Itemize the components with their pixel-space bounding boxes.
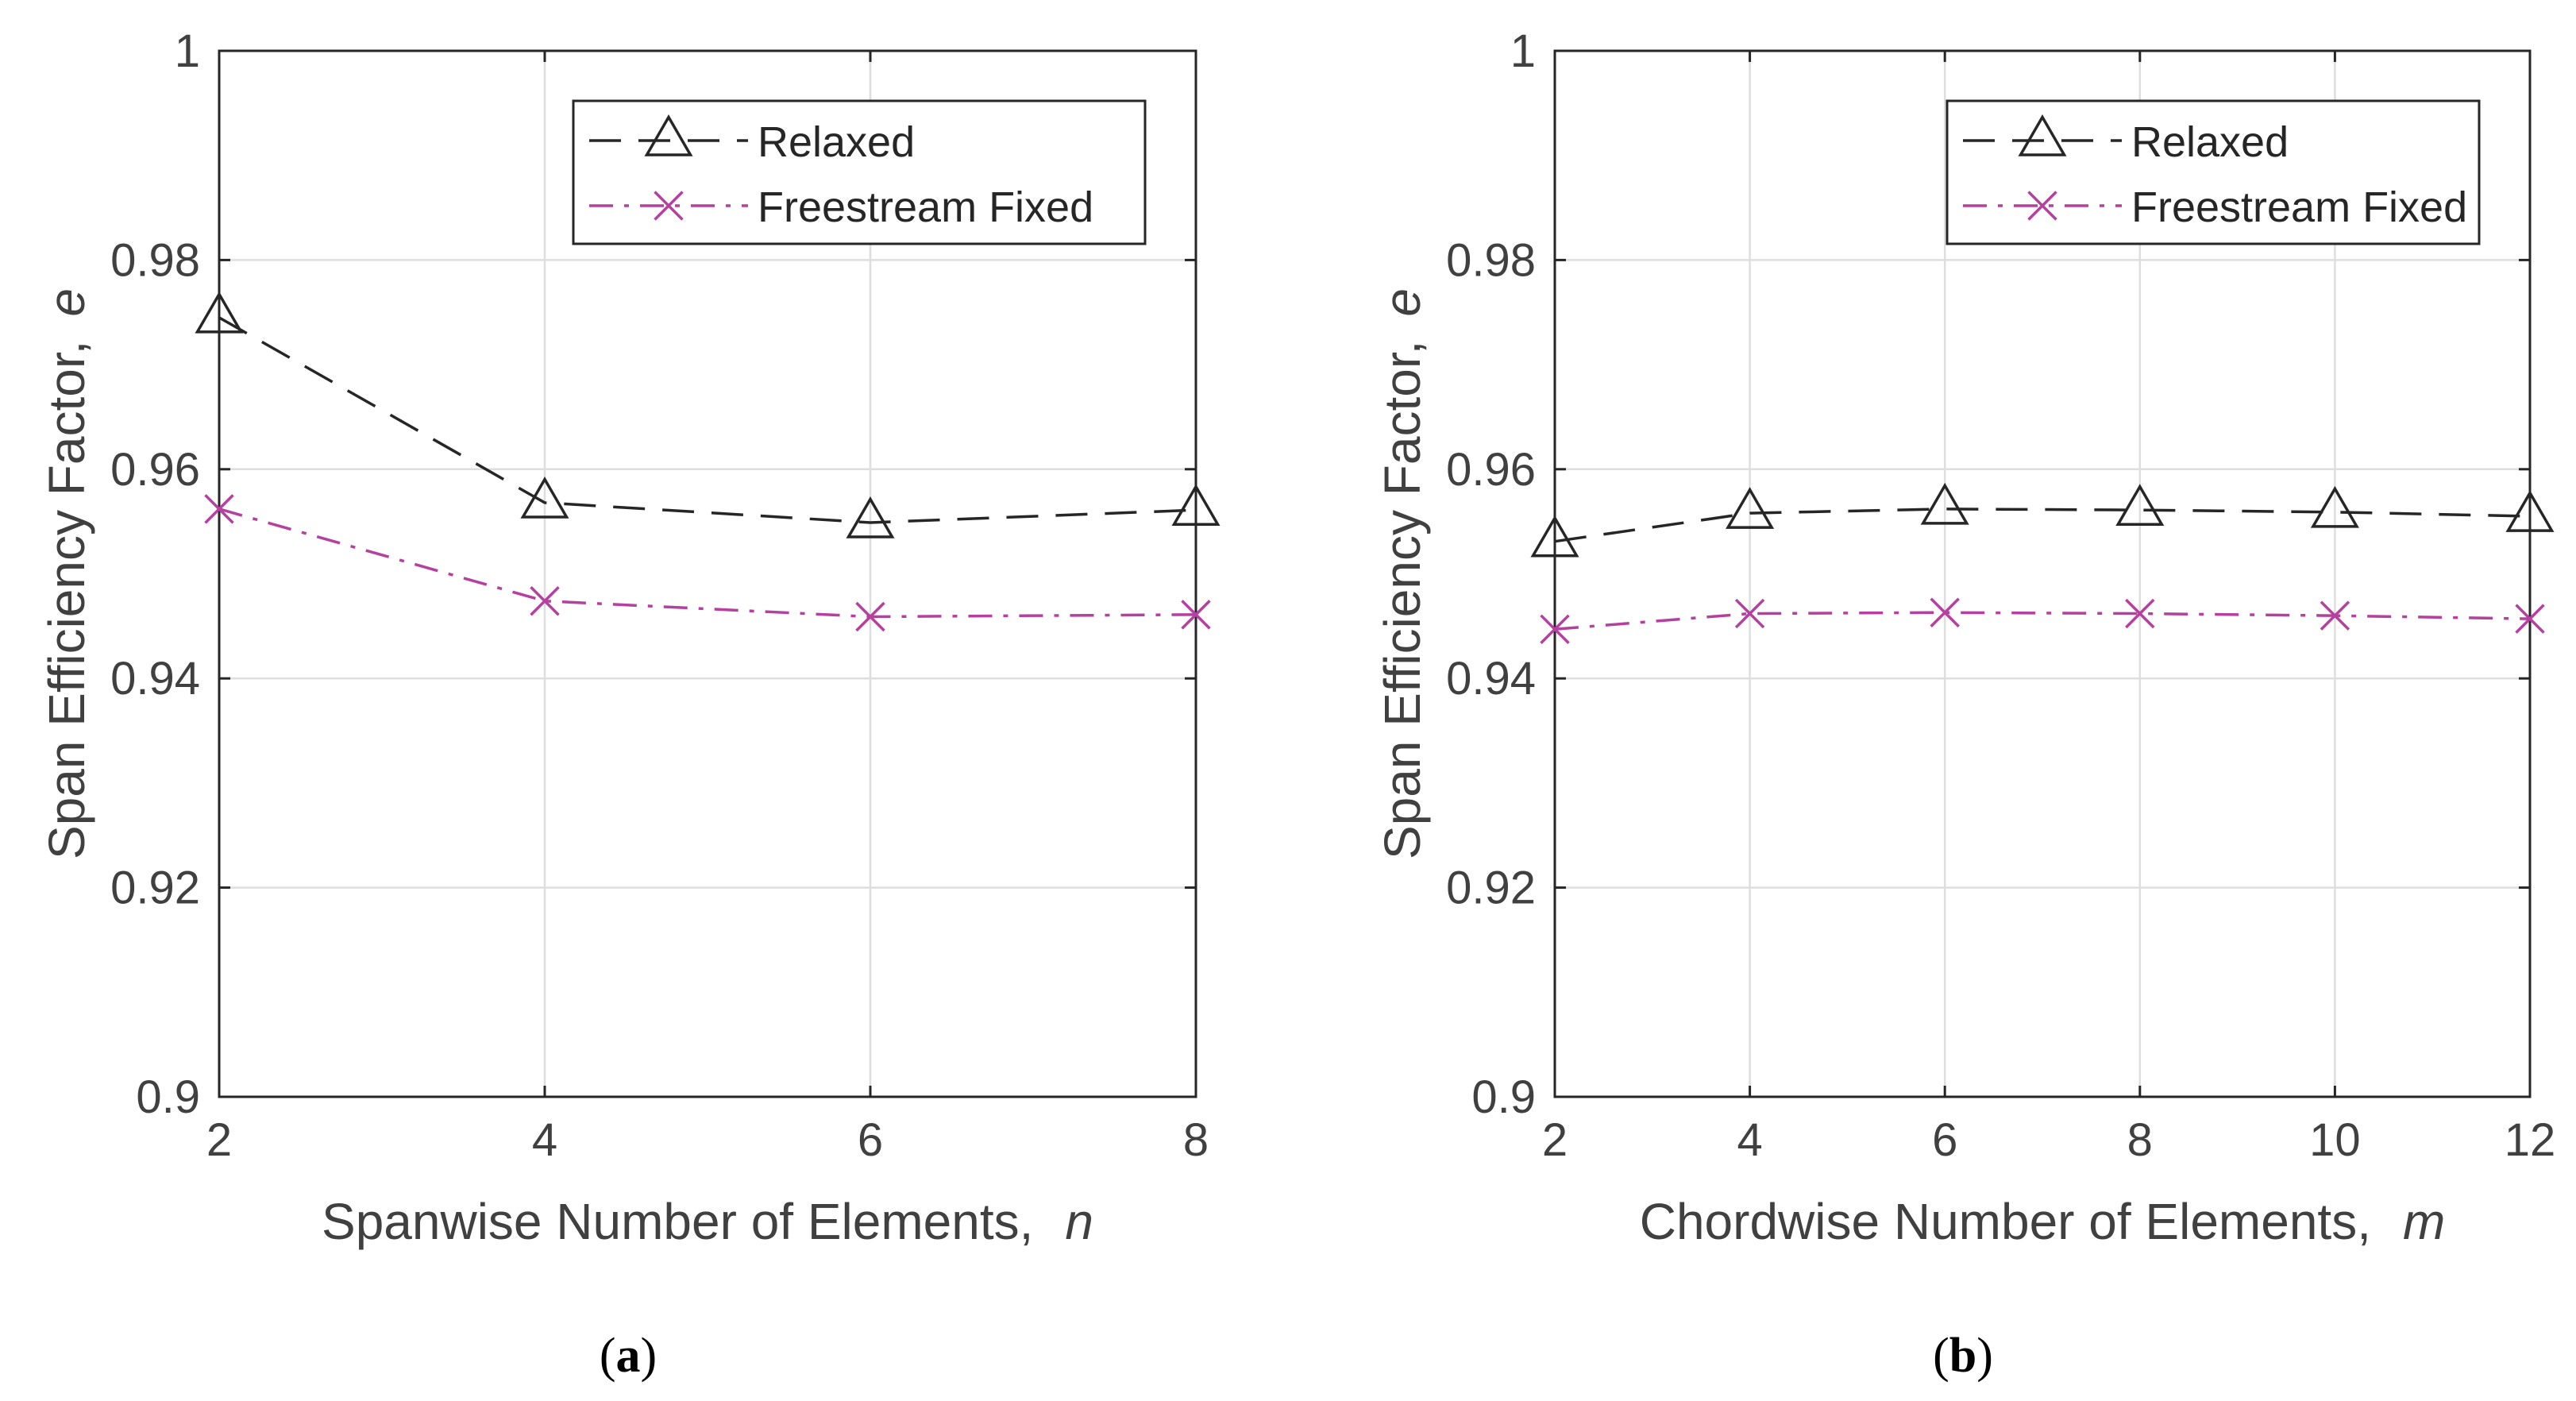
- panel-a-xtick-label-0: 2: [206, 1114, 232, 1166]
- panel-a-xtick-label-2: 6: [858, 1114, 883, 1166]
- panel-a-ytick-label-0: 0.9: [136, 1071, 200, 1123]
- chart-panel-b: 2 4 6 8 10 12 0.9 0.92 0.94 0.96 0.98 1 Chordwise Nu…: [1374, 25, 2555, 1383]
- panel-a-series-freestream-fixed-point-1: [530, 586, 560, 616]
- panel-a-series-freestream-fixed-line: [218, 508, 1197, 619]
- panel-b-xtick-label-1: 4: [1737, 1114, 1762, 1166]
- panel-b-series-freestream-fixed: [1540, 597, 2545, 645]
- panel-a-caption: (a): [600, 1329, 657, 1383]
- panel-b-series-freestream-fixed-point-4: [2320, 600, 2350, 631]
- panel-b-series-freestream-fixed-point-5-stroke-2: [2515, 604, 2545, 634]
- panel-a-ytick-label-1: 0.92: [110, 863, 200, 914]
- panel-a-series-freestream-fixed-point-2-stroke-2: [855, 601, 885, 632]
- panel-b-xtick-label-3: 8: [2127, 1114, 2153, 1166]
- panel-a-series-freestream-fixed-point-0: [204, 494, 234, 524]
- panel-a-series-relaxed-point-1: [520, 477, 569, 519]
- panel-b-series-relaxed-point-5: [2505, 490, 2555, 532]
- panel-b-series-relaxed-line: [1554, 508, 2531, 543]
- panel-b-legend-entry-relaxed-label: Relaxed: [2131, 118, 2289, 166]
- panel-b-series-freestream-fixed-point-0: [1540, 614, 1570, 645]
- panel-b-series-freestream-fixed-point-0-stroke-2: [1540, 614, 1570, 645]
- panel-a-ytick-label-4: 0.98: [110, 234, 200, 286]
- panel-b-ytick-label-1: 0.92: [1446, 863, 1536, 914]
- panel-b-ytick-label-3: 0.96: [1446, 444, 1536, 496]
- panel-b-legend-entry-relaxed-marker: [2018, 114, 2067, 156]
- panel-a-legend-entry-freestream-fixed-marker-stroke-2: [654, 191, 684, 221]
- panel-b-series-relaxed: [1530, 482, 2555, 558]
- panel-a-x-axis-variable: n: [1065, 1193, 1093, 1250]
- panel-a-legend: Relaxed Freestream Fixed: [572, 99, 1147, 245]
- panel-b-legend-entry-freestream-fixed-marker-stroke-2: [2027, 191, 2057, 221]
- panel-b-series-freestream-fixed-point-4-stroke-2: [2320, 600, 2350, 631]
- panel-b-y-axis-label: Span Efficiency Factor, e: [1374, 288, 1431, 859]
- panel-b-ytick-label-0: 0.9: [1471, 1071, 1536, 1123]
- panel-a-xtick-label-3: 8: [1183, 1114, 1209, 1166]
- panel-a-x-axis-label-text: Spanwise Number of Elements,: [322, 1193, 1033, 1250]
- panel-a-series-freestream-fixed-point-2: [855, 601, 885, 632]
- panel-b-ytick-label-2: 0.94: [1446, 653, 1536, 704]
- panel-a-series-relaxed-line: [218, 316, 1197, 524]
- panel-b-series-freestream-fixed-line: [1554, 611, 2531, 631]
- panel-b-legend-entry-freestream-fixed-label: Freestream Fixed: [2131, 183, 2467, 231]
- panel-b-caption: (b): [1933, 1329, 1993, 1383]
- panel-a-series-freestream-fixed: [204, 494, 1211, 632]
- panel-b-caption-letter: b: [1949, 1329, 1976, 1383]
- panel-a-series-freestream-fixed-point-3: [1181, 600, 1211, 630]
- panel-b-xtick-label-4: 10: [2309, 1114, 2361, 1166]
- panel-b-caption-open: (: [1933, 1329, 1949, 1383]
- panel-a-xtick-label-1: 4: [532, 1114, 557, 1166]
- panel-a-series-freestream-fixed-point-0-stroke-2: [204, 494, 234, 524]
- panel-a-legend-entry-relaxed-label: Relaxed: [758, 118, 915, 166]
- chart-panel-a: 2 4 6 8 0.9 0.92 0.94 0.96 0.98 1 Spanwise Number …: [38, 25, 1221, 1383]
- panel-a-y-axis-variable: e: [38, 288, 95, 317]
- panel-a-series-relaxed-point-0: [195, 291, 244, 334]
- panel-b-series-relaxed-point-3: [2115, 484, 2165, 526]
- panel-b-y-axis-variable: e: [1374, 288, 1431, 317]
- panel-b-xtick-label-0: 2: [1542, 1114, 1568, 1166]
- panel-b-series-relaxed-point-2: [1920, 482, 1969, 525]
- panel-b-series-relaxed-point-1: [1726, 487, 1775, 529]
- panel-b-series-freestream-fixed-point-3-stroke-2: [2125, 598, 2155, 629]
- panel-a-y-axis-label: Span Efficiency Factor, e: [38, 288, 95, 859]
- panel-a-ytick-label-3: 0.96: [110, 444, 200, 496]
- panel-b-ytick-label-4: 0.98: [1446, 234, 1536, 286]
- panel-b-x-axis-label: Chordwise Number of Elements, m: [1640, 1193, 2446, 1250]
- panel-b-series-freestream-fixed-point-1-stroke-2: [1734, 598, 1765, 629]
- panel-a-legend-entry-relaxed-marker: [644, 114, 693, 156]
- panel-b-y-axis-label-text: Span Efficiency Factor,: [1374, 341, 1431, 859]
- panel-b-ytick-label-5: 1: [1510, 25, 1536, 77]
- panel-b-series-relaxed-point-4: [2310, 485, 2359, 528]
- panel-a-caption-open: (: [600, 1329, 616, 1383]
- panel-a-ytick-label-5: 1: [175, 25, 200, 77]
- panel-b-legend-entry-freestream-fixed-marker: [2027, 191, 2057, 221]
- panel-a-series-freestream-fixed-point-3-stroke-2: [1181, 600, 1211, 630]
- panel-a-axes-box: [218, 49, 1197, 1098]
- panel-b-xtick-label-5: 12: [2505, 1114, 2556, 1166]
- panel-b-legend-box: [1945, 99, 2481, 245]
- panel-b-series-freestream-fixed-point-2: [1930, 597, 1960, 627]
- panel-b-xtick-label-2: 6: [1932, 1114, 1957, 1166]
- panel-a-legend-entry-freestream-fixed-label: Freestream Fixed: [758, 183, 1093, 231]
- panel-b-series-relaxed-point-0: [1530, 515, 1579, 558]
- panel-b-caption-close: ): [1976, 1329, 1993, 1383]
- panel-a-legend-box: [572, 99, 1147, 245]
- panel-a-ytick-label-2: 0.94: [110, 653, 200, 704]
- panel-a-series-freestream-fixed-point-1-stroke-2: [530, 586, 560, 616]
- panel-a-series-relaxed-point-3: [1171, 484, 1221, 526]
- panel-a-series-relaxed: [195, 291, 1221, 538]
- panel-b-legend: Relaxed Freestream Fixed: [1945, 99, 2481, 245]
- panel-a-x-axis-label: Spanwise Number of Elements, n: [322, 1193, 1093, 1250]
- panel-b-series-freestream-fixed-point-1: [1734, 598, 1765, 629]
- panel-b-series-freestream-fixed-point-2-stroke-2: [1930, 597, 1960, 627]
- panel-a-series-relaxed-point-2: [846, 496, 895, 538]
- panel-a-caption-close: ): [641, 1329, 657, 1383]
- panel-b-series-freestream-fixed-point-5: [2515, 604, 2545, 634]
- panel-a-legend-entry-freestream-fixed-marker: [654, 191, 684, 221]
- panel-a-caption-letter: a: [616, 1329, 641, 1383]
- panel-b-axes-box: [1553, 49, 2532, 1098]
- panel-a-y-axis-label-text: Span Efficiency Factor,: [38, 341, 95, 859]
- panel-b-x-axis-variable: m: [2403, 1193, 2445, 1250]
- panel-b-series-freestream-fixed-point-3: [2125, 598, 2155, 629]
- panel-b-x-axis-label-text: Chordwise Number of Elements,: [1640, 1193, 2371, 1250]
